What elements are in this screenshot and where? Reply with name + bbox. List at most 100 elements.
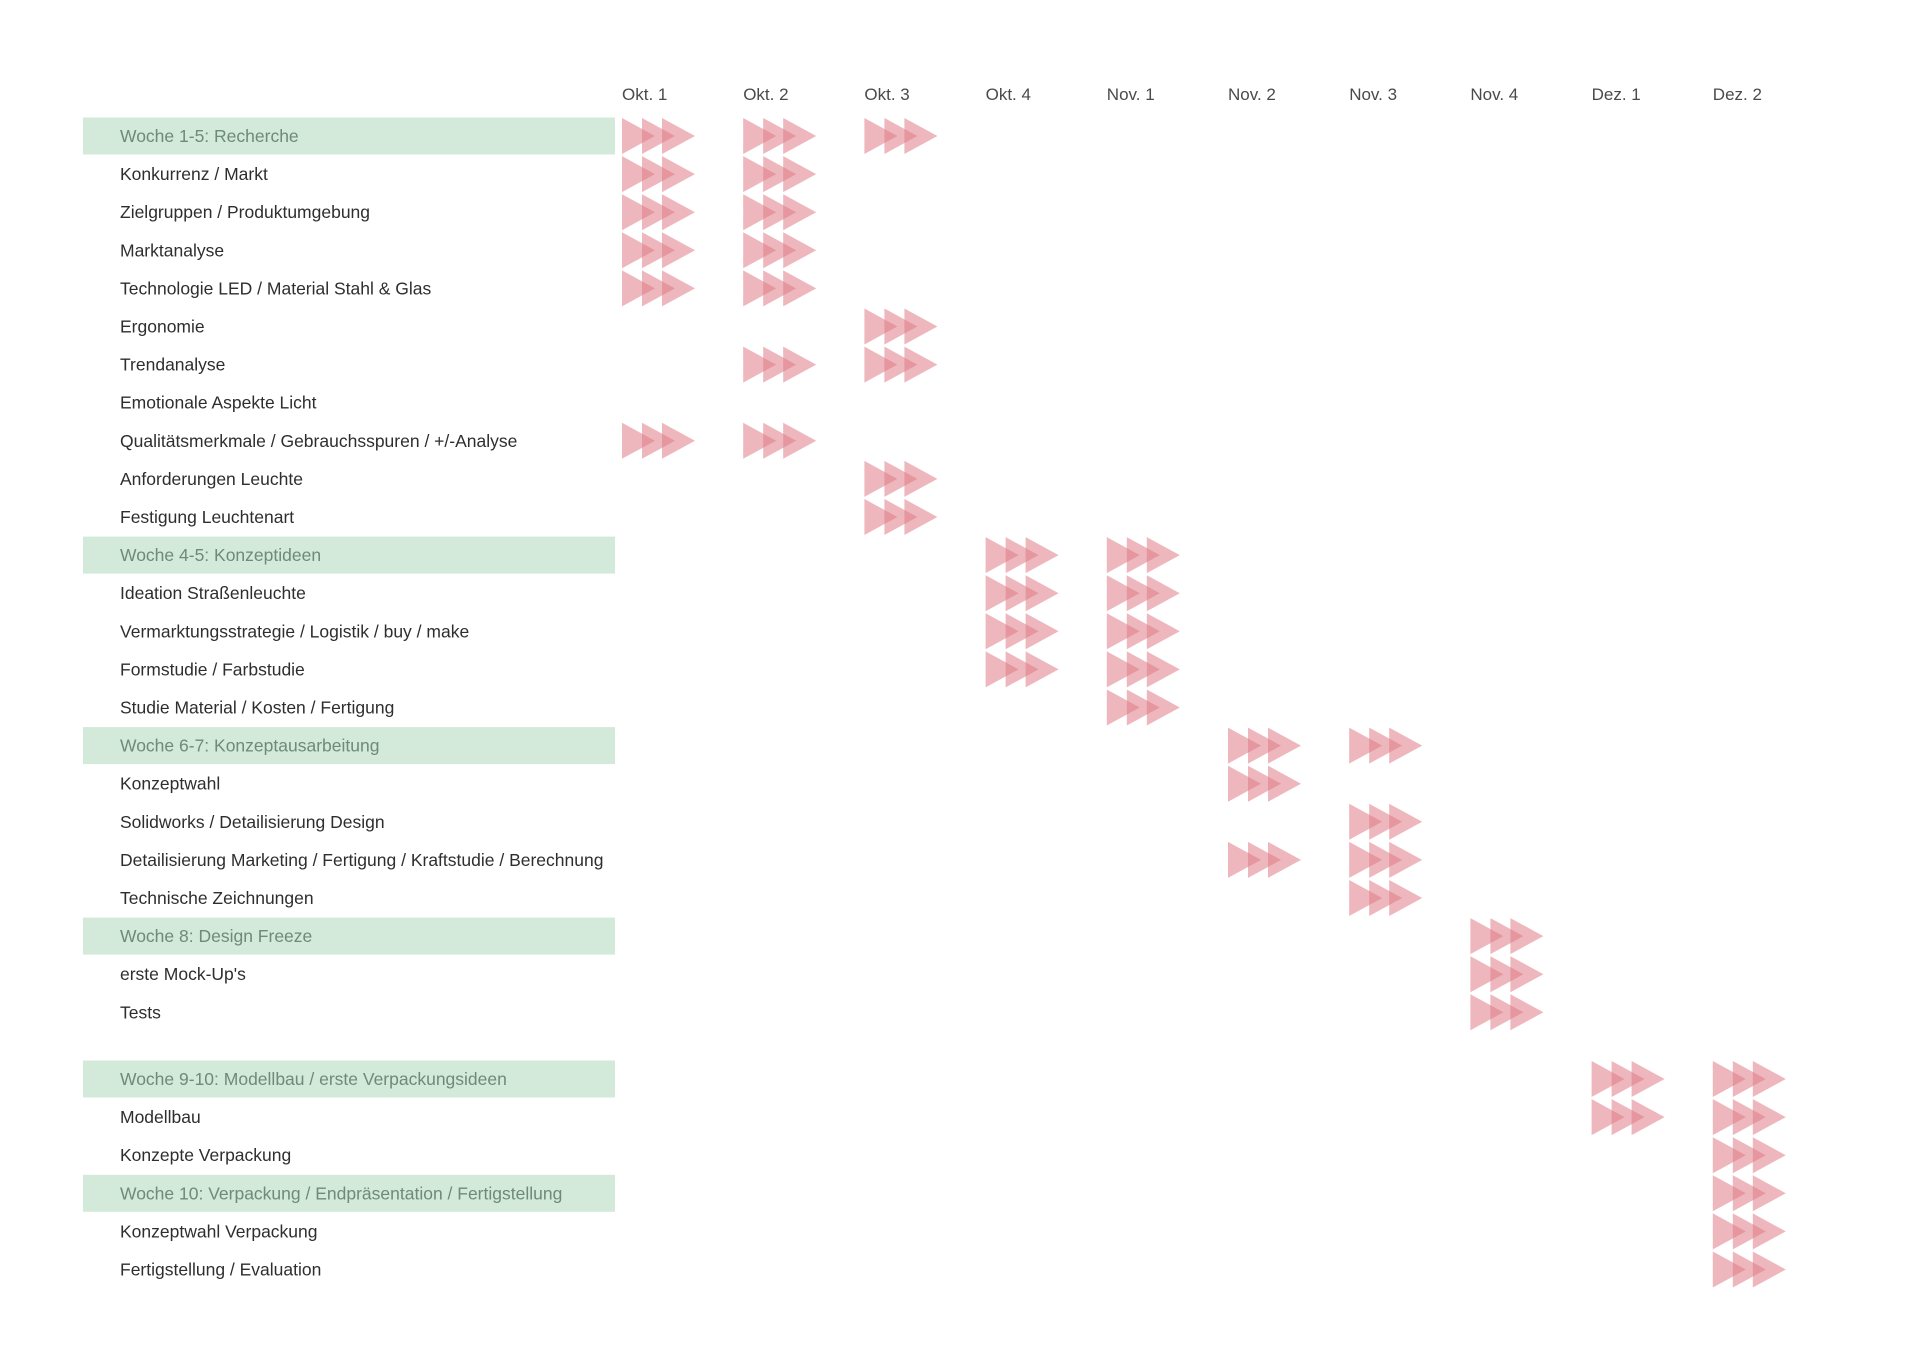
marker-triangle <box>662 232 695 269</box>
marker-triangle <box>904 308 938 345</box>
marker-triangle <box>1025 537 1059 574</box>
marker-triangle <box>1146 613 1180 650</box>
week-marker <box>864 308 938 345</box>
week-column-headers: Okt. 1 Okt. 2 Okt. 3 Okt. 4 Nov. 1 Nov. 2 Nov.… <box>622 85 1762 104</box>
marker-triangle <box>743 156 777 193</box>
phase-row: Woche 4-5: Konzeptideen <box>83 536 1180 574</box>
marker-triangle <box>1248 727 1281 764</box>
week-marker <box>1106 651 1180 688</box>
phase-row: Woche 8: Design Freeze <box>83 917 1544 955</box>
marker-triangle <box>1752 1061 1786 1097</box>
task-row: Qualitätsmerkmale / Gebrauchsspuren / +/… <box>120 422 817 459</box>
week-marker <box>1228 841 1301 878</box>
task-label: Tests <box>120 1002 161 1022</box>
marker-triangle <box>1752 1251 1786 1288</box>
marker-triangle <box>884 308 918 345</box>
task-row: Zielgruppen / Produktumgebung <box>120 194 817 231</box>
phase-row: Woche 6-7: Konzeptausarbeitung <box>83 727 1423 765</box>
week-marker <box>622 270 695 307</box>
marker-triangle <box>884 118 918 154</box>
marker-triangle <box>884 499 918 535</box>
marker-triangle <box>763 156 797 193</box>
marker-triangle <box>763 346 797 383</box>
task-row: Vermarktungsstrategie / Logistik / buy /… <box>120 613 1180 650</box>
marker-triangle <box>1712 1137 1746 1174</box>
task-row: Tests <box>120 994 1544 1031</box>
week-marker <box>743 118 817 154</box>
marker-triangle <box>1732 1175 1766 1212</box>
marker-triangle <box>904 118 938 154</box>
marker-triangle <box>783 422 817 459</box>
marker-triangle <box>1248 765 1281 802</box>
phase-label: Woche 4-5: Konzeptideen <box>120 545 321 565</box>
marker-triangle <box>985 613 1019 650</box>
task-label: Technologie LED / Material Stahl & Glas <box>120 278 432 298</box>
task-row: Ergonomie <box>120 308 938 345</box>
marker-triangle <box>864 346 898 383</box>
marker-triangle <box>1025 575 1059 612</box>
task-row: Fertigstellung / Evaluation <box>120 1251 1786 1288</box>
week-marker <box>864 499 938 535</box>
marker-triangle <box>662 156 695 193</box>
task-label: Solidworks / Detailisierung Design <box>120 812 385 832</box>
week-marker <box>1712 1213 1786 1250</box>
marker-triangle <box>662 194 695 231</box>
marker-triangle <box>1268 765 1301 802</box>
phase-band <box>83 917 615 955</box>
marker-triangle <box>783 270 817 307</box>
marker-triangle <box>864 118 898 154</box>
task-row: Trendanalyse <box>120 346 938 383</box>
marker-triangle <box>743 194 777 231</box>
marker-triangle <box>1349 841 1383 878</box>
marker-triangle <box>1126 575 1160 612</box>
week-header-2: Okt. 3 <box>864 85 909 104</box>
marker-triangle <box>1631 1061 1665 1097</box>
week-marker <box>1349 803 1423 840</box>
task-label: Konzepte Verpackung <box>120 1145 291 1165</box>
week-marker <box>864 460 938 497</box>
marker-triangle <box>1591 1061 1625 1097</box>
marker-triangle <box>1005 575 1039 612</box>
marker-triangle <box>1106 537 1140 574</box>
week-marker <box>1591 1061 1665 1097</box>
marker-triangle <box>662 422 695 459</box>
marker-triangle <box>1712 1213 1746 1250</box>
phase-row: Woche 10: Verpackung / Endpräsentation /… <box>83 1174 1786 1212</box>
marker-triangle <box>904 499 938 535</box>
marker-triangle <box>763 194 797 231</box>
task-row: Technische Zeichnungen <box>120 880 1423 916</box>
task-label: Ideation Straßenleuchte <box>120 583 306 603</box>
marker-triangle <box>1146 537 1180 574</box>
week-header-9: Dez. 2 <box>1713 85 1762 104</box>
week-marker <box>1228 727 1301 764</box>
week-marker <box>1349 727 1423 764</box>
task-row: Formstudie / Farbstudie <box>120 651 1180 688</box>
marker-triangle <box>783 232 817 269</box>
marker-triangle <box>1389 803 1423 840</box>
marker-triangle <box>642 270 675 307</box>
marker-triangle <box>1228 841 1261 878</box>
week-marker <box>743 156 817 193</box>
marker-triangle <box>985 575 1019 612</box>
marker-triangle <box>1510 994 1544 1031</box>
marker-triangle <box>985 651 1019 688</box>
marker-triangle <box>1146 575 1180 612</box>
phase-band <box>83 536 615 574</box>
week-marker <box>622 118 695 154</box>
marker-triangle <box>1752 1099 1786 1136</box>
week-marker <box>864 118 938 154</box>
marker-triangle <box>622 118 655 154</box>
task-row: Konkurrenz / Markt <box>120 156 817 193</box>
marker-triangle <box>1470 918 1504 955</box>
marker-triangle <box>642 194 675 231</box>
marker-triangle <box>1025 613 1059 650</box>
week-marker <box>743 346 817 383</box>
week-marker <box>1106 613 1180 650</box>
week-header-3: Okt. 4 <box>986 85 1031 104</box>
task-label: Modellbau <box>120 1107 201 1127</box>
marker-triangle <box>1389 841 1423 878</box>
marker-triangle <box>1126 689 1160 726</box>
week-marker <box>985 537 1059 574</box>
marker-triangle <box>743 118 777 154</box>
